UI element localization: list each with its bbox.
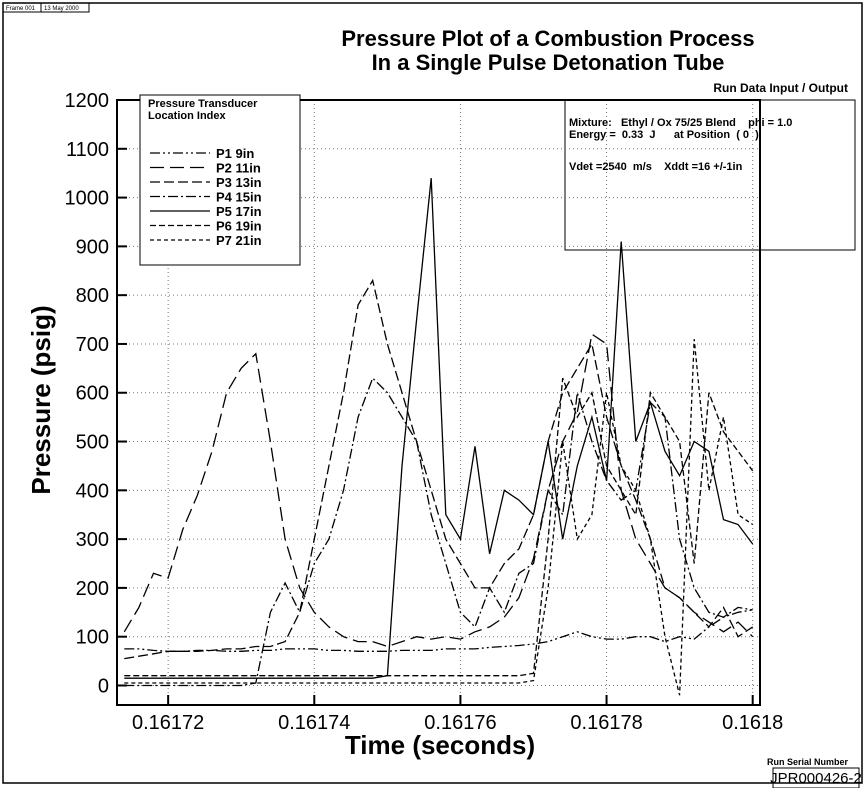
- y-tick-label: 700: [76, 334, 109, 356]
- x-tick-label: 0.16178: [570, 712, 642, 734]
- run-data-box: [564, 99, 856, 251]
- series-line: [124, 376, 753, 687]
- run-data-line: Mixture: Ethyl / Ox 75/25 Blend phi = 1.…: [569, 117, 792, 129]
- y-tick-label: 500: [76, 432, 109, 454]
- frame-label: Frame 001: [6, 6, 36, 12]
- legend-label: P3 13in: [216, 175, 262, 190]
- x-tick-label: 0.1618: [722, 712, 783, 734]
- plot-frame: [116, 99, 761, 706]
- legend-label: P4 15in: [216, 190, 262, 205]
- x-tick-label: 0.16172: [132, 712, 204, 734]
- series-line: [123, 333, 754, 648]
- series-line: [124, 609, 753, 652]
- legend-label: P1 9in: [216, 146, 254, 161]
- y-tick-label: 600: [76, 383, 109, 405]
- y-tick-label: 1200: [65, 90, 110, 112]
- y-tick-label: 900: [76, 236, 109, 258]
- y-tick-label: 100: [76, 627, 109, 649]
- y-tick-label: 800: [76, 285, 109, 307]
- x-tick-label: 0.16174: [278, 712, 350, 734]
- date-box: [40, 2, 90, 13]
- chart-title: Pressure Plot of a Combustion Process: [341, 26, 754, 51]
- series-line: [124, 377, 754, 677]
- legend-label: P6 19in: [216, 219, 262, 234]
- run-data-heading: Run Data Input / Output: [713, 81, 848, 95]
- chart-title: In a Single Pulse Detonation Tube: [372, 50, 725, 75]
- y-tick-label: 0: [98, 675, 109, 697]
- serial-label: Run Serial Number: [767, 757, 849, 767]
- y-tick-label: 1000: [65, 188, 110, 210]
- legend-box: [139, 94, 301, 266]
- y-tick-label: 300: [76, 529, 109, 551]
- frame-border: [2, 2, 863, 784]
- y-tick-label: 200: [76, 578, 109, 600]
- y-tick-label: 400: [76, 480, 109, 502]
- x-tick-label: 0.16176: [424, 712, 496, 734]
- legend-title: Location Index: [148, 110, 227, 122]
- legend-title: Pressure Transducer: [148, 98, 258, 110]
- series-line: [124, 178, 754, 679]
- y-tick-label: 1100: [66, 139, 109, 161]
- series-line: [124, 278, 754, 660]
- legend-label: P5 17in: [216, 204, 262, 219]
- series-line: [124, 339, 754, 696]
- x-axis-label: Time (seconds): [345, 730, 535, 760]
- run-data-line: Vdet =2540 m/s Xddt =16 +/-1in: [569, 161, 743, 173]
- serial-value: JPR000426-2: [770, 770, 862, 787]
- legend-label: P7 21in: [216, 233, 262, 248]
- legend-label: P2 11in: [216, 161, 261, 176]
- y-axis-label: Pressure (psig): [26, 305, 56, 494]
- date-label: 13 May 2000: [44, 6, 79, 12]
- run-data-line: Energy = 0.33 J at Position ( 0 ): [569, 129, 759, 141]
